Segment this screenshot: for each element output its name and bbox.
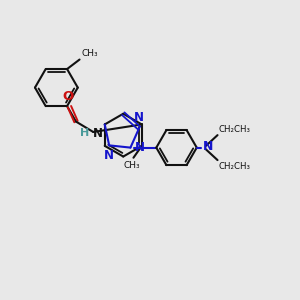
Text: N: N [135,141,145,154]
Text: N: N [134,111,144,124]
Text: N: N [93,127,103,140]
Text: CH₂CH₃: CH₂CH₃ [219,162,251,171]
Text: H: H [80,128,89,139]
Text: CH₂CH₃: CH₂CH₃ [219,124,251,134]
Text: O: O [63,90,74,103]
Text: CH₃: CH₃ [81,49,98,58]
Text: N: N [202,140,213,153]
Text: N: N [104,149,114,162]
Text: CH₃: CH₃ [124,161,141,170]
